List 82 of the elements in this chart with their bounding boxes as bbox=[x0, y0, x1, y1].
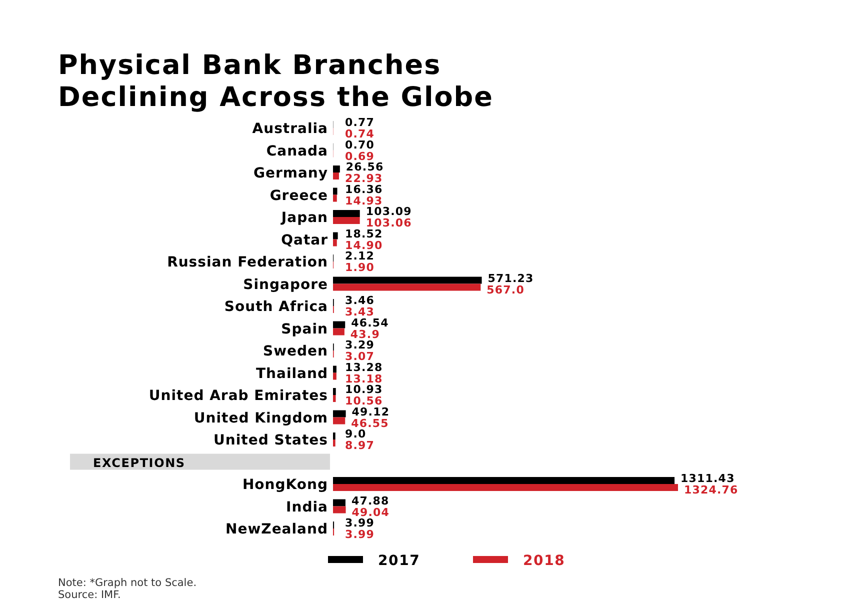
y-tick-label: United States bbox=[214, 432, 328, 448]
y-tick-label: Thailand bbox=[256, 366, 328, 382]
y-tick-label: Spain bbox=[281, 321, 328, 338]
y-tick-label: Sweden bbox=[263, 344, 328, 360]
data-label: 18.52 bbox=[345, 227, 383, 240]
data-label: 0.77 bbox=[345, 116, 375, 129]
data-label: 567.0 bbox=[486, 283, 524, 296]
bar bbox=[333, 276, 482, 284]
data-label: 49.04 bbox=[352, 506, 390, 519]
data-label: 571.23 bbox=[488, 272, 534, 285]
bar bbox=[333, 172, 339, 180]
y-tick-label: Greece bbox=[270, 188, 328, 204]
bar bbox=[333, 284, 481, 291]
data-label: 10.93 bbox=[345, 383, 383, 396]
data-label: 3.29 bbox=[345, 338, 375, 352]
data-label: 3.43 bbox=[345, 306, 375, 318]
bar bbox=[333, 239, 337, 246]
y-tick-label: United Kingdom bbox=[194, 410, 328, 426]
data-label: 1324.76 bbox=[684, 484, 738, 496]
data-label: 47.88 bbox=[351, 494, 390, 508]
data-label: 46.55 bbox=[351, 416, 389, 430]
data-label: 43.9 bbox=[350, 328, 380, 341]
bar bbox=[333, 410, 346, 418]
y-tick-label: Qatar bbox=[281, 232, 328, 248]
bar bbox=[333, 499, 346, 506]
data-label: 1311.43 bbox=[680, 472, 735, 485]
y-tick-label: Australia bbox=[252, 121, 328, 137]
bar bbox=[333, 372, 336, 380]
bar bbox=[333, 321, 346, 328]
bar bbox=[333, 395, 336, 402]
data-label: 9.0 bbox=[345, 428, 366, 440]
bar bbox=[333, 484, 678, 491]
chart-title: Physical Bank Branches Declining Across the Globe bbox=[58, 50, 494, 113]
data-label: 1.90 bbox=[345, 261, 375, 274]
data-label: 103.09 bbox=[366, 205, 412, 218]
data-label: 46.54 bbox=[351, 316, 389, 330]
bar bbox=[333, 188, 338, 195]
data-label: 8.97 bbox=[345, 439, 375, 452]
bar bbox=[333, 210, 360, 217]
bar bbox=[333, 506, 346, 514]
bar bbox=[333, 417, 346, 424]
y-tick-label: South Africa bbox=[224, 299, 328, 315]
y-tick-label: Russian Federation bbox=[167, 254, 328, 270]
data-label: 103.06 bbox=[366, 216, 412, 230]
data-label: 3.07 bbox=[345, 350, 375, 363]
bar bbox=[333, 217, 360, 224]
data-label: 2.12 bbox=[345, 250, 375, 262]
legend-label: 2017 bbox=[378, 553, 420, 569]
data-label: 14.93 bbox=[345, 194, 383, 208]
data-label: 10.56 bbox=[345, 394, 383, 408]
bar bbox=[333, 477, 675, 484]
data-label: 14.90 bbox=[345, 238, 383, 252]
bar bbox=[333, 366, 336, 373]
y-tick-label: United Arab Emirates bbox=[148, 388, 328, 404]
data-label: 26.56 bbox=[346, 160, 384, 174]
bar bbox=[333, 388, 336, 395]
source-note: Source: IMF. bbox=[58, 589, 121, 601]
y-tick-label: Germany bbox=[253, 166, 328, 182]
y-tick-label: NewZealand bbox=[226, 522, 328, 538]
data-label: 0.69 bbox=[345, 150, 375, 163]
y-tick-label: Canada bbox=[266, 143, 328, 160]
legend-label: 2018 bbox=[523, 553, 566, 569]
data-label: 13.18 bbox=[345, 372, 383, 386]
bar bbox=[333, 194, 337, 202]
y-tick-label: HongKong bbox=[242, 477, 328, 493]
bar bbox=[333, 328, 344, 336]
y-tick-label: India bbox=[286, 499, 328, 516]
data-label: 0.70 bbox=[345, 138, 375, 152]
data-label: 13.28 bbox=[345, 360, 383, 374]
bar bbox=[333, 166, 340, 172]
text: Note: *Graph not to Scale. bbox=[58, 577, 197, 589]
y-tick-label: Japan bbox=[280, 210, 328, 226]
data-label: 0.74 bbox=[345, 128, 375, 140]
data-label: 3.99 bbox=[345, 516, 375, 530]
data-label: 49.12 bbox=[352, 405, 390, 418]
y-tick-label: Singapore bbox=[243, 276, 328, 293]
section-heading: EXCEPTIONS bbox=[70, 454, 330, 470]
bar bbox=[333, 232, 338, 240]
data-label: 3.46 bbox=[345, 294, 375, 307]
data-label: 22.93 bbox=[345, 172, 383, 185]
data-label: 3.99 bbox=[345, 528, 375, 541]
data-label: 16.36 bbox=[345, 182, 383, 196]
